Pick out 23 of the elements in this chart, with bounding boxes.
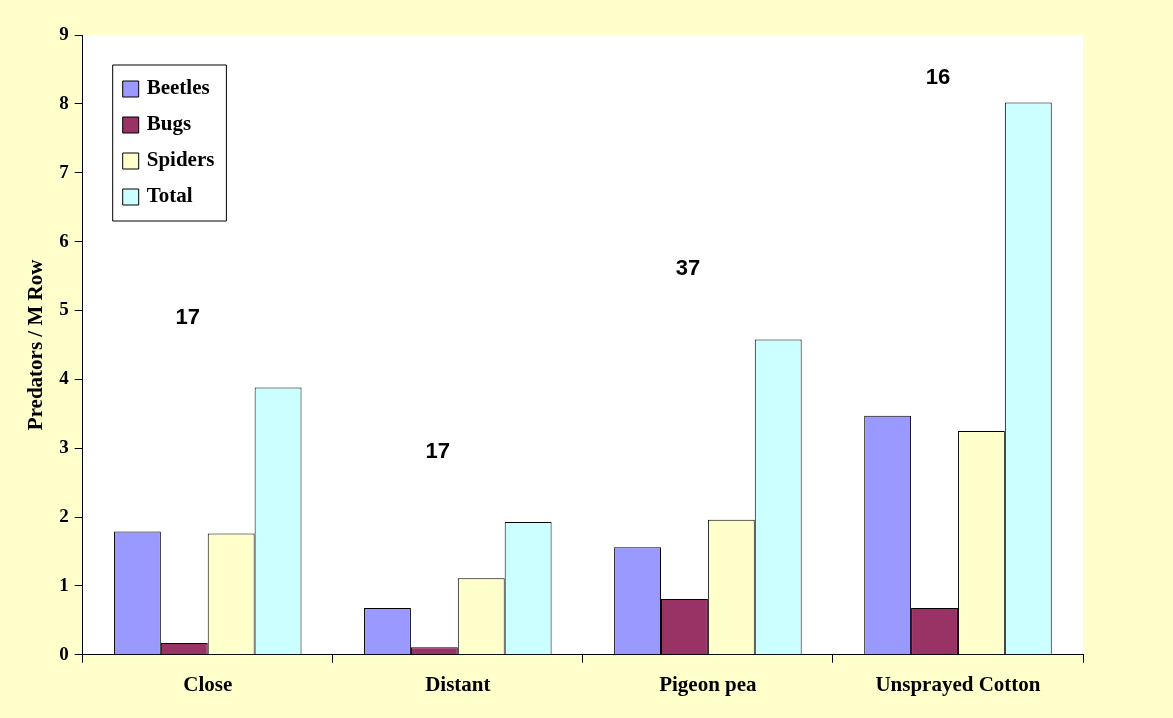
y-tick-label: 9 (59, 22, 69, 44)
annotation: 16 (925, 63, 951, 89)
y-tick-label: 0 (59, 642, 69, 664)
y-tick-label: 4 (59, 367, 70, 389)
y-tick-label: 3 (59, 436, 69, 458)
y-tick-label: 8 (59, 91, 69, 113)
y-tick-label: 7 (59, 160, 70, 182)
legend-label: Bugs (146, 111, 192, 136)
annotation: 37 (675, 255, 701, 281)
annotation: 17 (425, 437, 451, 463)
x-tick-label: Distant (425, 671, 491, 696)
y-axis-title: Predators / M Row (23, 258, 48, 431)
y-tick-label: 6 (59, 229, 69, 251)
y-tick-label: 1 (59, 573, 69, 595)
x-tick-label: Close (183, 671, 233, 696)
legend-label: Total (146, 183, 193, 208)
y-tick-label: 5 (59, 298, 69, 320)
legend-label: Spiders (146, 147, 215, 172)
annotation: 17 (175, 303, 200, 329)
x-tick-label: Unsprayed Cotton (875, 671, 1041, 696)
x-tick-label: Pigeon pea (659, 671, 758, 696)
y-tick-label: 2 (59, 504, 69, 526)
legend-label: Beetles (146, 75, 210, 100)
